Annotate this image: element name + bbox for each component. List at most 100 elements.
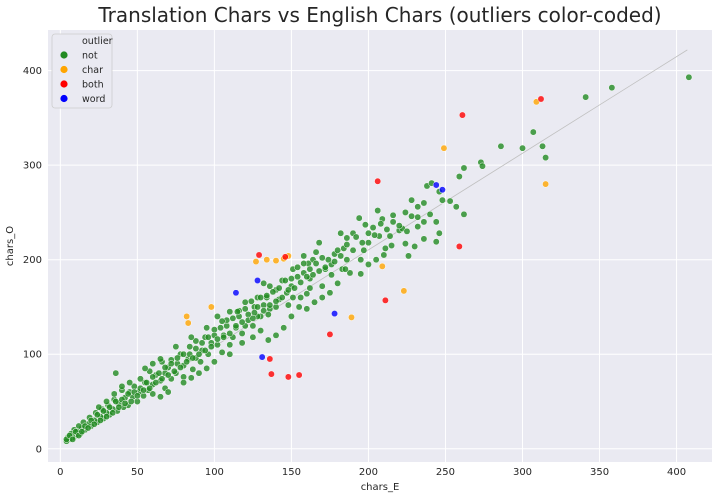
data-point-not (300, 260, 308, 267)
data-point-not (249, 314, 257, 322)
data-point-char (400, 287, 408, 295)
x-tick-label: 200 (359, 467, 378, 478)
data-point-word (432, 181, 440, 189)
data-point-not (289, 294, 297, 301)
x-tick-label: 250 (436, 467, 455, 478)
data-point-both (284, 373, 292, 381)
data-point-not (460, 210, 468, 218)
data-point-not (161, 364, 169, 371)
data-point-not (372, 256, 380, 264)
data-point-not (260, 307, 268, 315)
data-point-not (96, 416, 104, 424)
data-point-not (183, 358, 191, 366)
data-point-not (280, 324, 288, 332)
data-point-not (685, 73, 693, 81)
data-point-both (374, 177, 382, 185)
data-point-both (255, 251, 263, 259)
data-point-both (455, 243, 463, 250)
x-tick-label: 350 (590, 467, 609, 478)
data-point-not (408, 196, 416, 204)
data-point-not (341, 265, 349, 273)
data-point-not (343, 256, 351, 264)
data-point-not (78, 428, 86, 436)
data-point-not (294, 273, 302, 281)
data-point-not (389, 218, 397, 226)
legend-entries: not char both word (60, 51, 105, 105)
x-tick-label: 100 (205, 467, 224, 478)
data-point-not (214, 335, 221, 343)
data-point-not (278, 294, 286, 301)
data-point-both (458, 111, 466, 119)
data-point-not (149, 390, 157, 398)
data-point-not (272, 297, 280, 305)
x-tick-label: 50 (131, 467, 144, 478)
data-point-not (401, 208, 409, 216)
data-point-not (297, 294, 305, 301)
data-point-not (381, 244, 389, 252)
data-point-not (414, 203, 422, 211)
data-point-char (183, 312, 191, 320)
data-point-not (218, 317, 226, 325)
data-point-not (226, 308, 234, 316)
chart-title: Translation Chars vs English Chars (outl… (97, 3, 661, 27)
data-point-not (250, 309, 258, 317)
data-point-char (440, 144, 448, 152)
data-point-not (311, 298, 318, 306)
data-point-not (582, 93, 590, 101)
data-point-not (238, 329, 246, 337)
data-point-not (364, 229, 372, 237)
data-point-not (198, 339, 206, 347)
data-point-both (537, 95, 545, 103)
data-point-not (497, 142, 505, 150)
data-point-not (189, 365, 197, 373)
data-point-not (226, 329, 234, 337)
x-axis-label: chars_E (361, 482, 400, 493)
data-point-not (318, 282, 326, 290)
data-point-not (140, 386, 147, 394)
data-point-not (343, 234, 351, 242)
data-point-not (170, 367, 178, 375)
data-point-not (374, 207, 382, 215)
data-point-not (173, 354, 181, 362)
y-tick-labels: 0 100 200 300 400 (23, 66, 42, 455)
y-tick-label: 400 (23, 66, 42, 77)
data-point-not (195, 369, 203, 377)
data-point-not (401, 240, 409, 248)
data-point-not (112, 369, 120, 377)
data-point-not (395, 222, 403, 230)
data-point-not (420, 235, 428, 243)
data-point-not (388, 242, 396, 249)
data-point-not (426, 210, 434, 218)
data-point-not (309, 271, 317, 279)
data-point-not (269, 288, 277, 296)
data-point-not (124, 390, 132, 398)
data-point-not (343, 241, 351, 249)
data-point-not (234, 308, 241, 316)
data-point-not (203, 324, 211, 332)
data-point-not (364, 260, 372, 268)
data-point-not (69, 435, 77, 443)
data-point-not (157, 393, 164, 401)
data-point-not (403, 227, 411, 235)
data-point-char (184, 319, 192, 327)
data-point-not (226, 350, 234, 358)
data-point-not (357, 256, 365, 264)
data-point-not (110, 390, 118, 398)
data-point-not (349, 246, 357, 254)
data-point-not (312, 248, 320, 256)
data-point-not (155, 369, 163, 377)
data-point-not (204, 333, 212, 341)
data-point-not (266, 282, 274, 290)
data-point-not (187, 333, 195, 341)
data-point-not (460, 164, 468, 172)
data-point-not (203, 364, 211, 372)
data-point-not (232, 322, 240, 330)
data-point-not (195, 350, 203, 358)
data-point-not (294, 263, 302, 271)
legend-title: outlier (82, 36, 113, 47)
y-tick-label: 200 (23, 255, 42, 266)
data-point-not (312, 260, 320, 267)
data-point-not (257, 294, 265, 301)
data-point-not (90, 420, 98, 428)
data-point-not (241, 305, 249, 313)
